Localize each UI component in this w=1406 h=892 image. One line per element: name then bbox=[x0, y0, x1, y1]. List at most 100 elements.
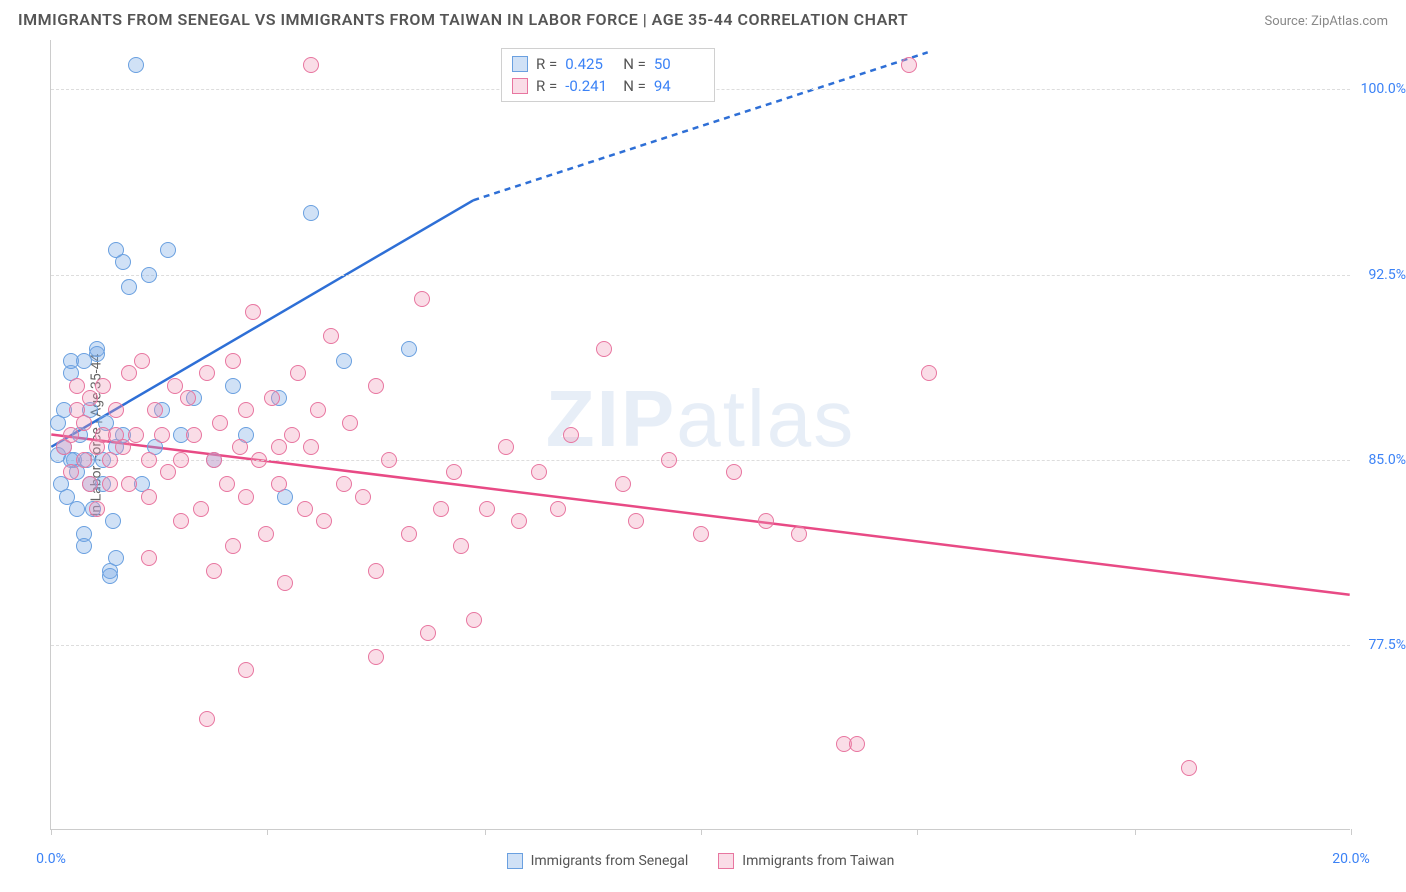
scatter-point bbox=[433, 501, 449, 517]
gridline bbox=[51, 645, 1350, 646]
scatter-point bbox=[251, 452, 267, 468]
stats-row: R = 0.425N = 50 bbox=[512, 53, 704, 75]
scatter-point bbox=[1181, 760, 1197, 776]
scatter-point bbox=[141, 489, 157, 505]
scatter-point bbox=[238, 402, 254, 418]
legend-item: Immigrants from Senegal bbox=[507, 853, 689, 869]
legend-label: Immigrants from Taiwan bbox=[742, 853, 894, 869]
watermark-atlas: atlas bbox=[676, 374, 855, 463]
scatter-point bbox=[381, 452, 397, 468]
scatter-point bbox=[466, 612, 482, 628]
scatter-point bbox=[615, 476, 631, 492]
scatter-point bbox=[238, 489, 254, 505]
scatter-point bbox=[121, 476, 137, 492]
scatter-point bbox=[160, 242, 176, 258]
stat-r-label: R = bbox=[536, 77, 557, 95]
gridline bbox=[51, 275, 1350, 276]
scatter-point bbox=[758, 513, 774, 529]
scatter-point bbox=[76, 538, 92, 554]
scatter-point bbox=[180, 390, 196, 406]
watermark-zip: ZIP bbox=[546, 374, 676, 463]
scatter-point bbox=[628, 513, 644, 529]
scatter-point bbox=[102, 476, 118, 492]
scatter-point bbox=[76, 353, 92, 369]
source-label: Source: ZipAtlas.com bbox=[1264, 14, 1388, 29]
scatter-point bbox=[193, 501, 209, 517]
stat-r-value: 0.425 bbox=[565, 55, 615, 73]
scatter-point bbox=[921, 365, 937, 381]
scatter-point bbox=[199, 711, 215, 727]
scatter-point bbox=[511, 513, 527, 529]
chart-plot-area: In Labor Force | Age 35-44 ZIPatlas 77.5… bbox=[50, 40, 1350, 830]
scatter-point bbox=[303, 57, 319, 73]
scatter-point bbox=[791, 526, 807, 542]
legend: Immigrants from Senegal Immigrants from T… bbox=[51, 853, 1350, 869]
scatter-point bbox=[102, 568, 118, 584]
scatter-point bbox=[245, 304, 261, 320]
scatter-point bbox=[368, 563, 384, 579]
scatter-point bbox=[102, 452, 118, 468]
scatter-point bbox=[693, 526, 709, 542]
scatter-point bbox=[105, 513, 121, 529]
scatter-point bbox=[336, 476, 352, 492]
scatter-point bbox=[479, 501, 495, 517]
scatter-point bbox=[160, 464, 176, 480]
scatter-point bbox=[726, 464, 742, 480]
scatter-point bbox=[661, 452, 677, 468]
scatter-point bbox=[264, 390, 280, 406]
scatter-point bbox=[414, 291, 430, 307]
scatter-point bbox=[271, 439, 287, 455]
scatter-point bbox=[206, 563, 222, 579]
scatter-point bbox=[238, 662, 254, 678]
scatter-point bbox=[342, 415, 358, 431]
scatter-point bbox=[550, 501, 566, 517]
scatter-point bbox=[531, 464, 547, 480]
scatter-point bbox=[199, 365, 215, 381]
scatter-point bbox=[225, 378, 241, 394]
stats-row: R = -0.241N = 94 bbox=[512, 75, 704, 97]
x-tick bbox=[1135, 829, 1136, 835]
scatter-point bbox=[173, 452, 189, 468]
scatter-point bbox=[368, 378, 384, 394]
stat-n-label: N = bbox=[623, 55, 646, 73]
legend-swatch bbox=[507, 853, 523, 869]
scatter-point bbox=[303, 205, 319, 221]
stat-n-label: N = bbox=[623, 77, 646, 95]
scatter-point bbox=[401, 341, 417, 357]
scatter-point bbox=[316, 513, 332, 529]
scatter-point bbox=[108, 550, 124, 566]
scatter-point bbox=[167, 378, 183, 394]
scatter-point bbox=[95, 378, 111, 394]
x-tick bbox=[1351, 829, 1352, 835]
scatter-point bbox=[303, 439, 319, 455]
scatter-point bbox=[290, 365, 306, 381]
scatter-point bbox=[596, 341, 612, 357]
y-tick-label: 85.0% bbox=[1356, 452, 1406, 468]
scatter-point bbox=[901, 57, 917, 73]
x-tick bbox=[51, 829, 52, 835]
scatter-point bbox=[849, 736, 865, 752]
y-tick-label: 100.0% bbox=[1356, 81, 1406, 97]
scatter-point bbox=[69, 501, 85, 517]
x-tick bbox=[485, 829, 486, 835]
legend-label: Immigrants from Senegal bbox=[531, 853, 689, 869]
scatter-point bbox=[134, 353, 150, 369]
series-swatch bbox=[512, 78, 528, 94]
scatter-point bbox=[141, 267, 157, 283]
scatter-point bbox=[69, 378, 85, 394]
scatter-point bbox=[121, 279, 137, 295]
scatter-point bbox=[76, 452, 92, 468]
legend-item: Immigrants from Taiwan bbox=[718, 853, 894, 869]
scatter-point bbox=[446, 464, 462, 480]
scatter-point bbox=[154, 427, 170, 443]
scatter-point bbox=[128, 57, 144, 73]
scatter-point bbox=[232, 439, 248, 455]
stat-r-label: R = bbox=[536, 55, 557, 73]
scatter-point bbox=[225, 353, 241, 369]
scatter-point bbox=[89, 501, 105, 517]
gridline bbox=[51, 460, 1350, 461]
scatter-point bbox=[336, 353, 352, 369]
scatter-point bbox=[258, 526, 274, 542]
scatter-point bbox=[225, 538, 241, 554]
scatter-point bbox=[310, 402, 326, 418]
